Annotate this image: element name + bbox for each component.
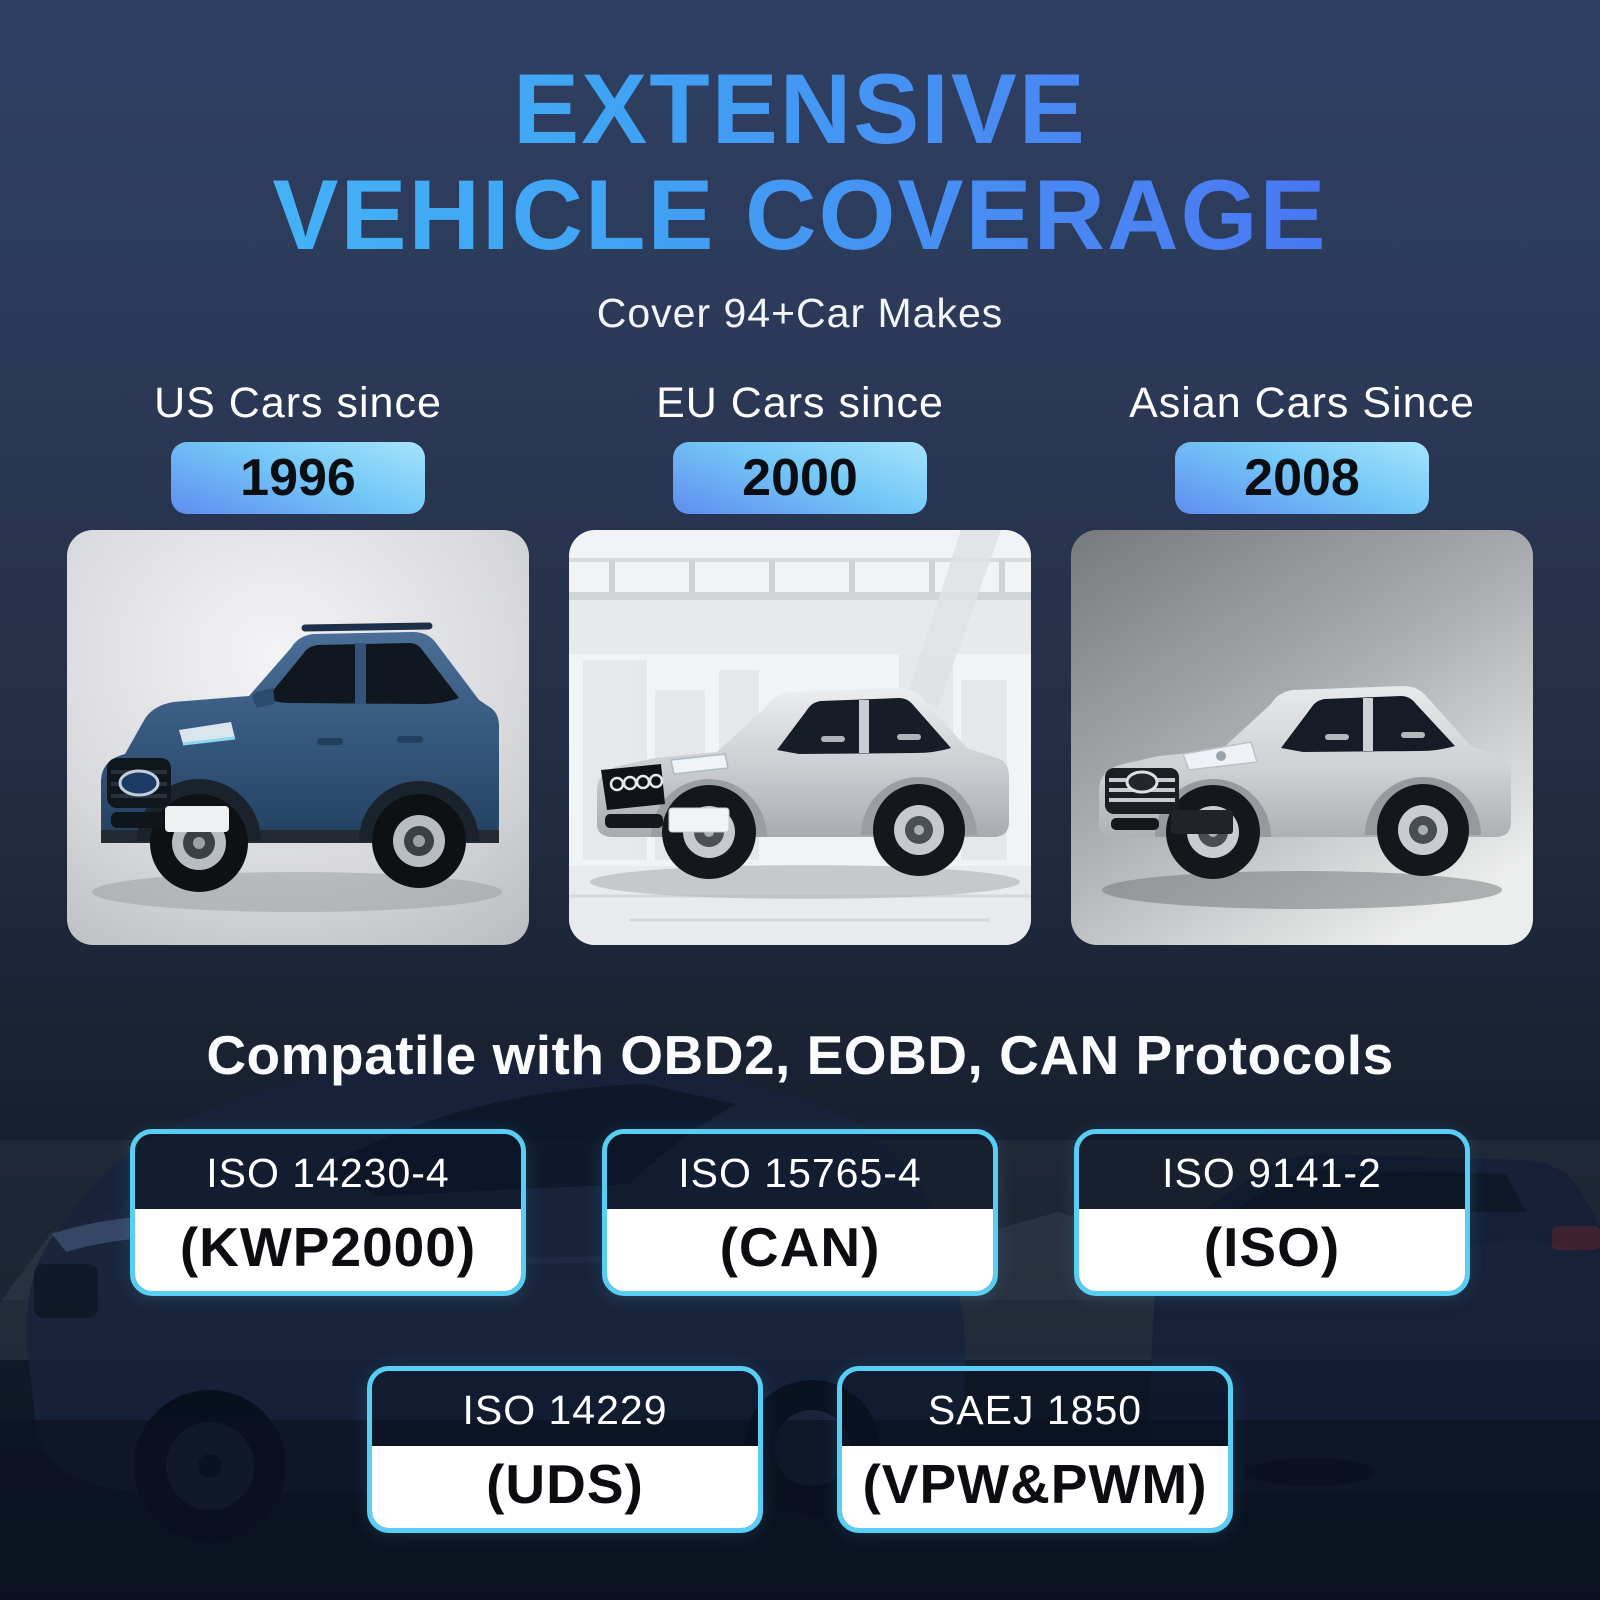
protocol-name: (UDS) xyxy=(372,1445,758,1528)
region-label-asia: Asian Cars Since xyxy=(1129,378,1475,427)
protocol-name: (VPW&PWM) xyxy=(842,1445,1228,1528)
title-line-2: VEHICLE COVERAGE xyxy=(0,161,1600,268)
year-badge-us: 1996 xyxy=(171,441,425,514)
region-column-eu: EU Cars since 2000 xyxy=(569,379,1031,945)
audi-sedan-photo xyxy=(569,529,1031,945)
regions-row: US Cars since 1996 xyxy=(0,379,1600,945)
ford-suv-photo xyxy=(67,529,529,945)
toyota-sedan-photo xyxy=(1071,529,1533,945)
protocol-badge-uds: ISO 14229 (UDS) xyxy=(367,1365,763,1533)
protocols-row-2: ISO 14229 (UDS) SAEJ 1850 (VPW&PWM) xyxy=(0,1365,1600,1533)
protocol-standard: SAEJ 1850 xyxy=(842,1370,1228,1446)
protocol-name: (KWP2000) xyxy=(135,1208,521,1291)
protocol-standard: ISO 9141-2 xyxy=(1079,1133,1465,1209)
protocol-name: (ISO) xyxy=(1079,1208,1465,1291)
protocols-row-1: ISO 14230-4 (KWP2000) ISO 15765-4 (CAN) … xyxy=(0,1128,1600,1296)
subtitle: Cover 94+Car Makes xyxy=(596,289,1004,336)
protocol-standard: ISO 15765-4 xyxy=(607,1133,993,1209)
protocols-heading: Compatile with OBD2, EOBD, CAN Protocols xyxy=(206,1023,1394,1086)
car-photo-card-us xyxy=(67,529,529,945)
content: EXTENSIVE VEHICLE COVERAGE Cover 94+Car … xyxy=(0,56,1600,1533)
region-column-asia: Asian Cars Since 2008 xyxy=(1071,379,1533,945)
protocol-standard: ISO 14229 xyxy=(372,1370,758,1446)
title-line-1: EXTENSIVE xyxy=(0,56,1600,162)
protocol-badge-can: ISO 15765-4 (CAN) xyxy=(602,1128,998,1296)
year-badge-eu: 2000 xyxy=(673,441,927,514)
protocol-badge-kwp2000: ISO 14230-4 (KWP2000) xyxy=(130,1128,526,1296)
protocol-name: (CAN) xyxy=(607,1208,993,1291)
protocol-badge-vpw-pwm: SAEJ 1850 (VPW&PWM) xyxy=(837,1365,1233,1533)
region-label-eu: EU Cars since xyxy=(656,378,944,427)
region-label-us: US Cars since xyxy=(154,378,442,427)
car-photo-card-asia xyxy=(1071,529,1533,945)
protocol-badge-iso: ISO 9141-2 (ISO) xyxy=(1074,1128,1470,1296)
year-badge-asia: 2008 xyxy=(1175,441,1429,514)
protocol-standard: ISO 14230-4 xyxy=(135,1133,521,1209)
region-column-us: US Cars since 1996 xyxy=(67,379,529,945)
car-photo-card-eu xyxy=(569,529,1031,945)
